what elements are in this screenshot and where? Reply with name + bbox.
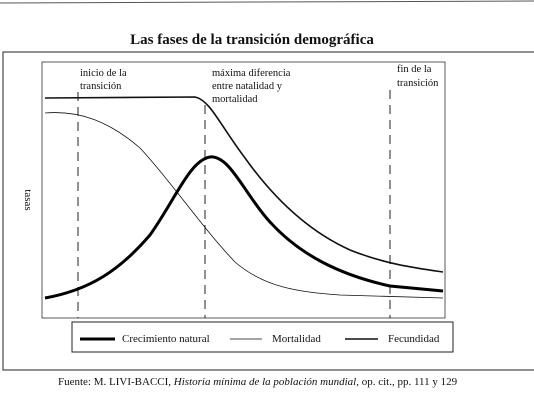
plot-area bbox=[41, 61, 446, 319]
text-line: transición bbox=[397, 78, 439, 89]
frame bbox=[2, 51, 534, 371]
text-line: fin de la bbox=[397, 64, 432, 75]
legend-label: Mortalidad bbox=[272, 333, 321, 345]
annotation: fin de la transición bbox=[397, 64, 439, 89]
text-line: inicio de la bbox=[80, 68, 127, 79]
legend-label: Fecundidad bbox=[388, 333, 440, 345]
text-line: Historia mínima de la población mundial bbox=[173, 376, 356, 388]
crecimiento-curve bbox=[44, 155, 444, 300]
text-line: entre natalidad y bbox=[212, 81, 283, 92]
title: Las fases de la transición demográfica bbox=[130, 32, 374, 48]
page-rule bbox=[0, 0, 534, 4]
source: Fuente: M. LIVI-BACCI, Historia mínima d… bbox=[58, 376, 458, 388]
text-line: , op. cit., pp. 111 y 129 bbox=[356, 376, 457, 388]
annotation: máxima diferencia entre natalidad y mort… bbox=[212, 68, 293, 105]
fecundidad-curve bbox=[44, 96, 444, 273]
y-axis-label: tasas bbox=[22, 189, 34, 210]
annotation: inicio de la transición bbox=[80, 68, 129, 92]
text-line: mortalidad bbox=[212, 94, 258, 105]
phase-lines bbox=[77, 90, 391, 318]
text-line: Fuente: M. LIVI-BACCI, bbox=[58, 376, 174, 388]
legend-label: Crecimiento natural bbox=[122, 333, 210, 345]
text-line: máxima diferencia bbox=[212, 68, 291, 79]
text-line: transición bbox=[80, 81, 122, 92]
mortalidad-curve bbox=[44, 112, 444, 299]
legend-box bbox=[71, 321, 454, 353]
